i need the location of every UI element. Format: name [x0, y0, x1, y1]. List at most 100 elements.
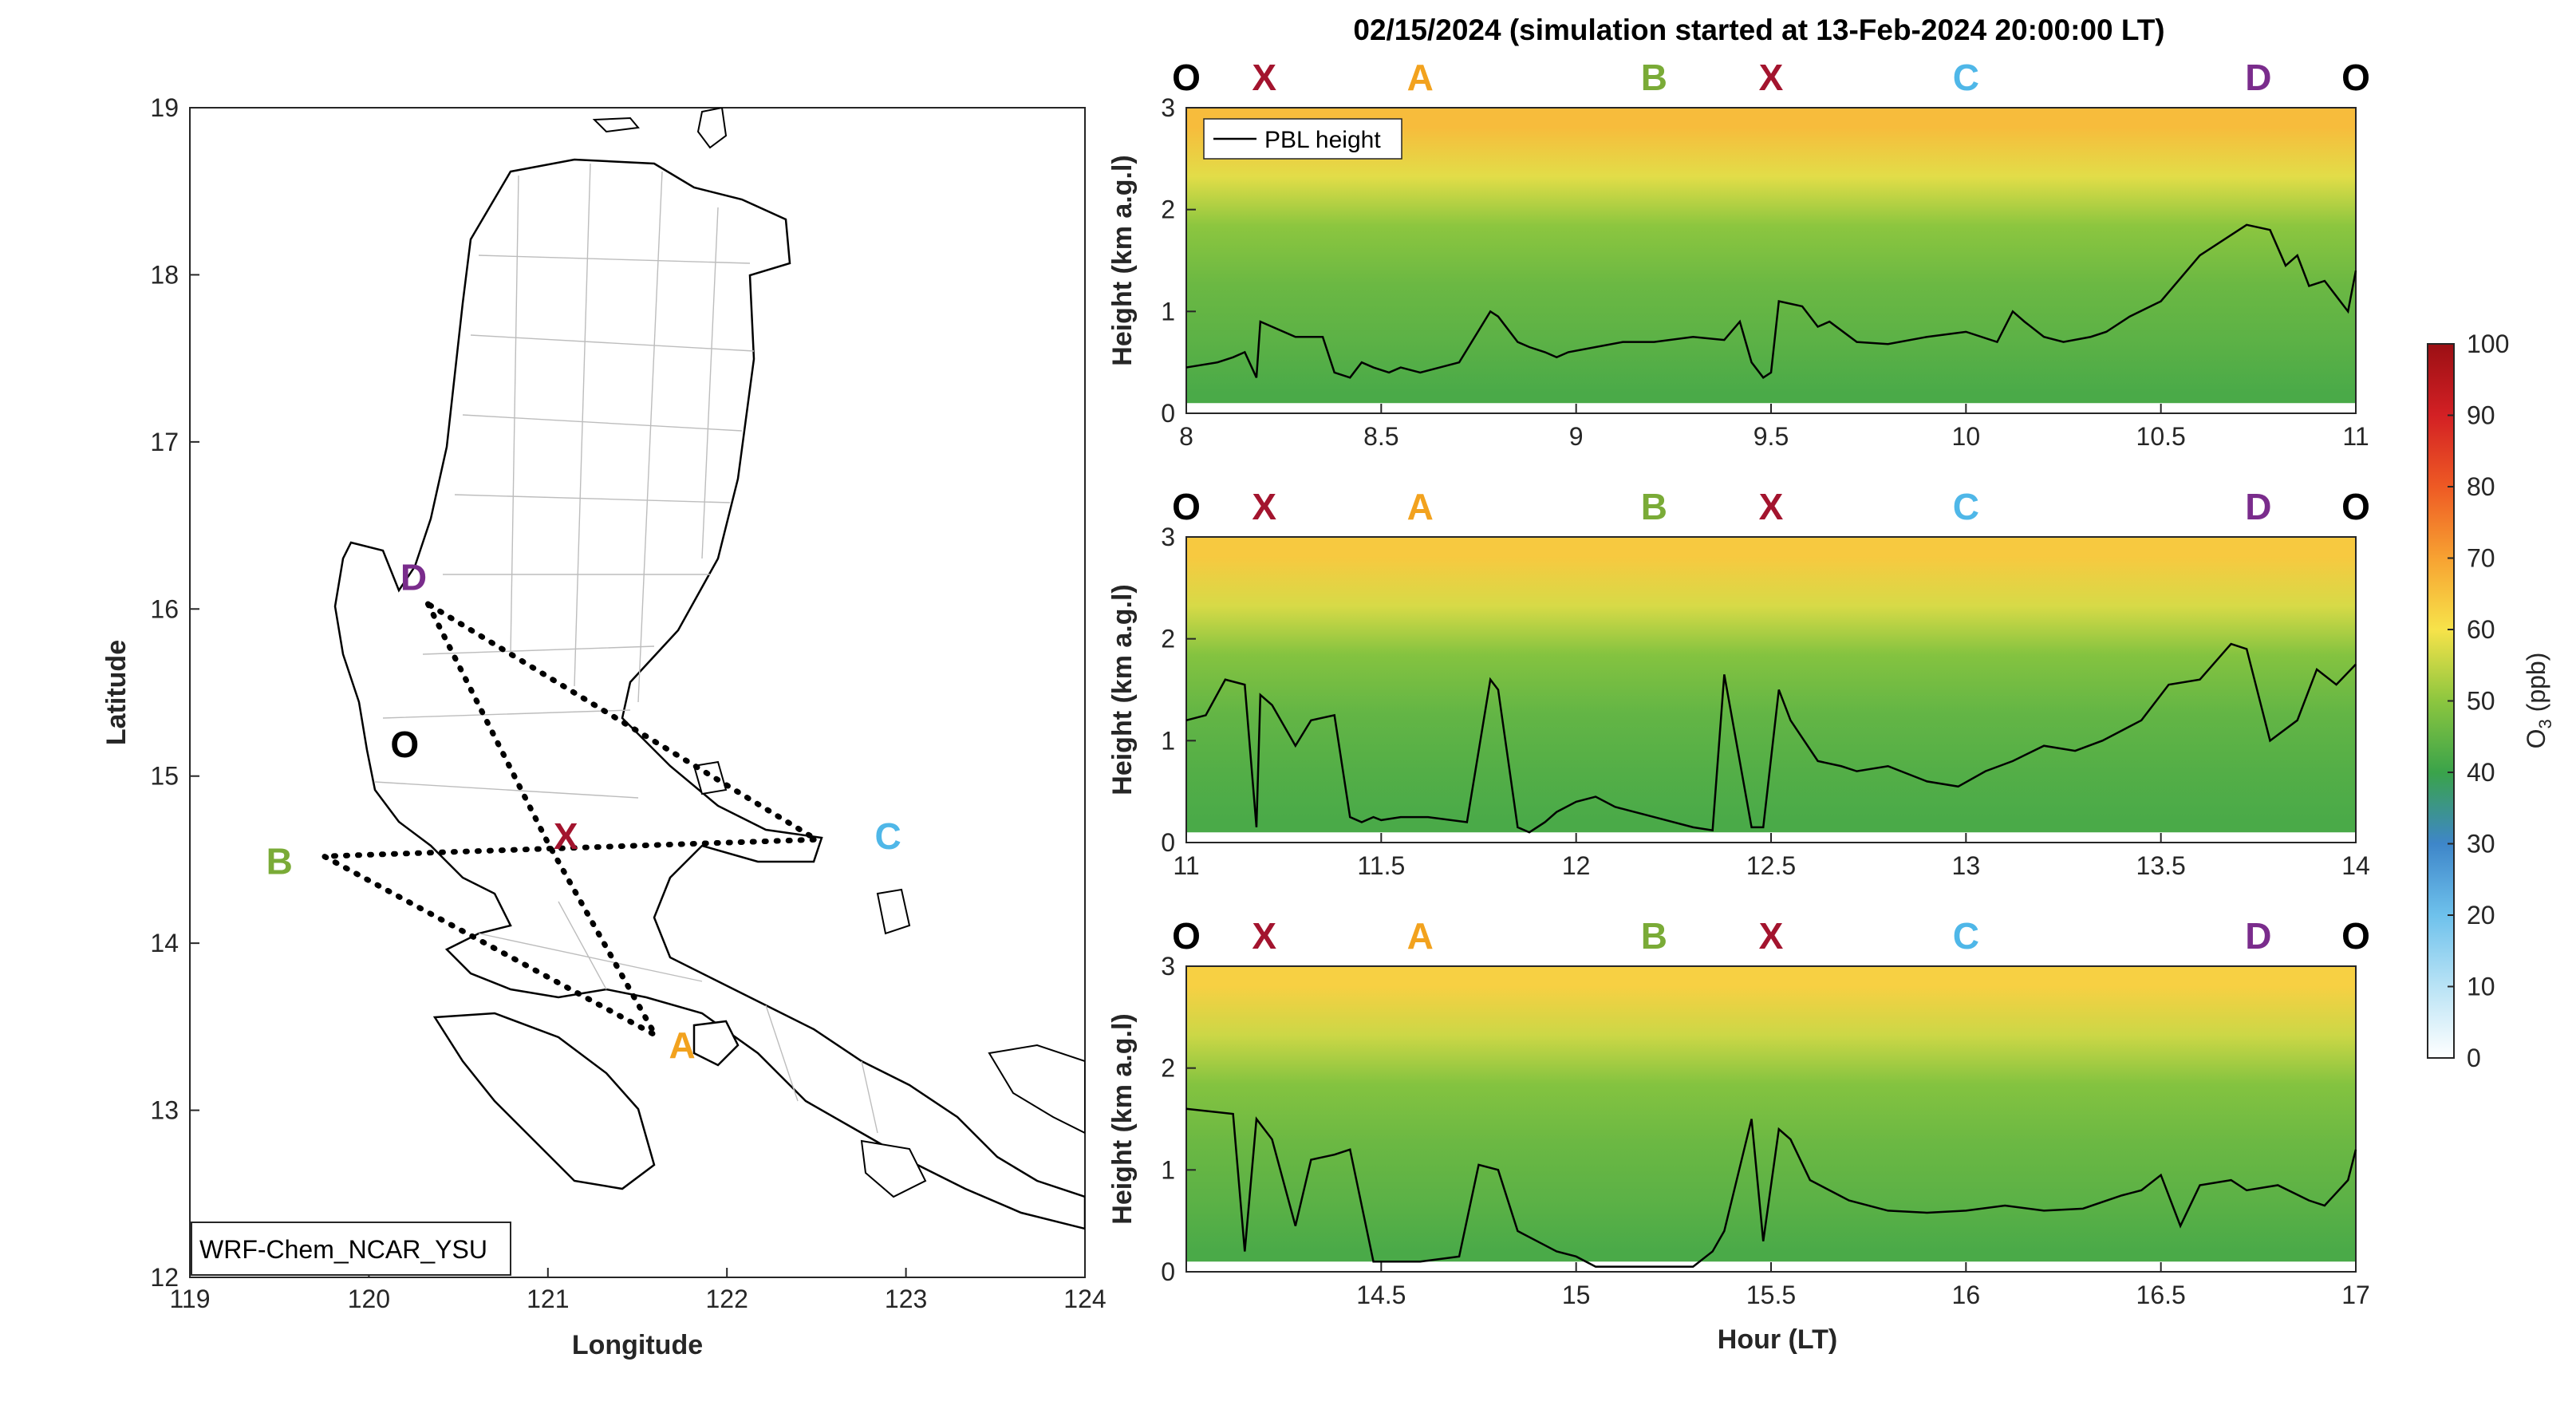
y-tick-label: 0: [1161, 828, 1175, 857]
map-y-axis-label: Latitude: [101, 640, 132, 745]
masbate-outline: [860, 1139, 927, 1198]
x-tick-label: 10: [1952, 422, 1981, 451]
map-y-tick-label: 14: [150, 929, 179, 957]
x-tick-label: 17: [2341, 1281, 2370, 1309]
pbl-height-line: [1185, 223, 2357, 379]
y-tick-label: 2: [1161, 195, 1175, 224]
route-point-label-O: O: [1172, 57, 1201, 98]
route-point-label-O: O: [2341, 915, 2370, 957]
catanduanes-outline: [876, 888, 911, 935]
x-tick-label: 12: [1562, 851, 1591, 880]
route-point-label-C: C: [1953, 486, 1979, 527]
map-x-tick-label: 123: [885, 1285, 927, 1313]
map-x-tick-label: 120: [348, 1285, 390, 1313]
map-x-axis-label: Longitude: [572, 1330, 703, 1360]
x-tick-label: 13: [1952, 851, 1981, 880]
pbl-height-line: [1185, 642, 2357, 834]
x-tick-label: 11: [2342, 422, 2369, 451]
x-tick-label: 15: [1562, 1281, 1591, 1309]
route-point-label-D: D: [2245, 486, 2271, 527]
colorbar-label-unit: (ppb): [2522, 653, 2550, 720]
map-point-labels: O X A B C D: [266, 556, 901, 1065]
route-point-label-X: X: [1252, 486, 1276, 527]
route-point-label-X: X: [1759, 915, 1784, 957]
map-x-ticks: 119 120 121 122 123 124: [169, 1268, 1107, 1313]
x-axis-label-hour: Hour (LT): [1718, 1324, 1837, 1355]
route-point-label-D: D: [2245, 57, 2271, 98]
map-panel: 119 120 121 122 123 124 12 13 14 15 16 17 18 19 Long…: [101, 93, 1107, 1360]
map-y-tick-label: 12: [150, 1263, 179, 1292]
mindoro-outline: [432, 1012, 656, 1190]
route-point-label-O: O: [2341, 57, 2370, 98]
map-x-tick-label: 121: [527, 1285, 569, 1313]
route-point-label-O: O: [1172, 915, 1201, 957]
route-point-label-X: X: [1252, 915, 1276, 957]
colorbar-tick-label: 60: [2467, 615, 2495, 644]
route-point-label-C: C: [1953, 57, 1979, 98]
x-tick-label: 8: [1179, 422, 1193, 451]
admin-boundaries: [374, 163, 878, 1134]
y-tick-label: 3: [1161, 523, 1175, 551]
y-tick-label: 3: [1161, 93, 1175, 122]
x-tick-label: 16.5: [2136, 1281, 2186, 1309]
route-point-label-O: O: [2341, 486, 2370, 527]
legend-pbl-label: PBL height: [1264, 127, 1381, 153]
colorbar-tick-label: 10: [2467, 973, 2495, 1001]
x-tick-label: 12.5: [1746, 851, 1796, 880]
y-tick-label: 0: [1161, 1257, 1175, 1286]
map-x-tick-label: 122: [706, 1285, 748, 1313]
colorbar-tick-label: 100: [2467, 330, 2509, 358]
map-y-tick-label: 17: [150, 428, 179, 456]
y-tick-label: 1: [1161, 1155, 1175, 1184]
route-point-label-B: B: [1641, 486, 1667, 527]
route-point-label-D: D: [2245, 915, 2271, 957]
colorbar-tick-label: 90: [2467, 401, 2495, 430]
y-tick-label: 2: [1161, 1054, 1175, 1083]
route-point-label-A: A: [1407, 57, 1434, 98]
map-point-D: D: [400, 556, 427, 598]
x-tick-label: 14.5: [1356, 1281, 1406, 1309]
figure-title: 02/15/2024 (simulation started at 13-Feb…: [1353, 14, 2164, 46]
model-label-box: [191, 1222, 511, 1276]
o3-curtain-field: [1186, 537, 2356, 833]
map-y-tick-label: 18: [150, 260, 179, 289]
o3-curtain-field: [1186, 966, 2356, 1262]
route-point-label-A: A: [1407, 486, 1434, 527]
curtain-panel-1: 8 8.5 9 9.5 10 10.5 11 0 1 2 3 Height (km a.g.l) O X A…: [1107, 57, 2370, 451]
pbl-height-line: [1185, 1107, 2357, 1268]
y-tick-label: 3: [1161, 952, 1175, 981]
map-point-A: A: [669, 1024, 695, 1066]
colorbar: 0 10 20 30 40 50 60 70 80 90 100 O3 (ppb): [2427, 330, 2555, 1072]
map-y-tick-label: 15: [150, 762, 179, 791]
route-point-label-X: X: [1759, 57, 1784, 98]
y-tick-label: 1: [1161, 297, 1175, 326]
route-point-label-O: O: [1172, 486, 1201, 527]
colorbar-tick-label: 0: [2467, 1044, 2481, 1072]
colorbar-tick-label: 50: [2467, 687, 2495, 716]
map-point-C: C: [875, 815, 901, 857]
route-point-label-C: C: [1953, 915, 1979, 957]
map-x-tick-label: 124: [1063, 1285, 1106, 1313]
batanes-outline: [592, 116, 640, 133]
x-tick-label: 14: [2341, 851, 2370, 880]
y-axis-label: Height (km a.g.l): [1107, 155, 1138, 365]
route-point-label-X: X: [1759, 486, 1784, 527]
x-tick-label: 11: [1173, 851, 1199, 880]
colorbar-label-sub: 3: [2535, 719, 2555, 728]
marinduque-outline: [692, 1020, 740, 1067]
colorbar-tick-label: 70: [2467, 544, 2495, 573]
curtain-panel-3: 14.5 15 15.5 16 16.5 17 0 1 2 3 Height (km a.g.l) O…: [1107, 915, 2370, 1309]
map-point-O: O: [390, 724, 419, 765]
x-tick-label: 11.5: [1357, 851, 1405, 880]
map-y-tick-label: 19: [150, 93, 179, 122]
y-tick-label: 0: [1161, 399, 1175, 428]
x-tick-label: 8.5: [1363, 422, 1398, 451]
x-tick-label: 9: [1569, 422, 1584, 451]
map-point-B: B: [266, 840, 293, 882]
colorbar-tick-label: 30: [2467, 830, 2495, 858]
y-axis-label: Height (km a.g.l): [1107, 584, 1138, 795]
map-y-tick-label: 16: [150, 594, 179, 623]
x-tick-label: 9.5: [1753, 422, 1789, 451]
